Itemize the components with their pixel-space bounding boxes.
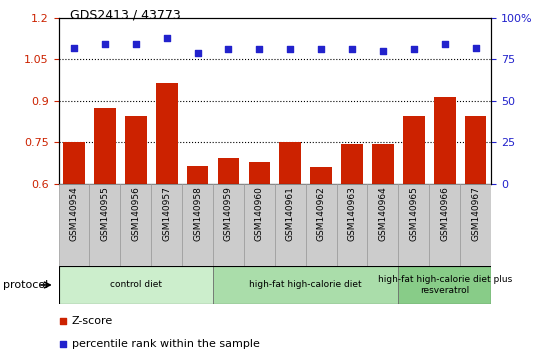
Bar — [398, 184, 429, 266]
Bar — [403, 116, 425, 184]
Bar — [460, 184, 491, 266]
Bar — [187, 166, 208, 184]
Bar — [275, 184, 306, 266]
Text: GSM140966: GSM140966 — [440, 187, 449, 241]
Point — [348, 46, 357, 52]
Bar — [465, 116, 487, 184]
Bar — [94, 108, 116, 184]
Bar — [341, 144, 363, 184]
Text: GSM140955: GSM140955 — [100, 187, 109, 241]
Text: control diet: control diet — [110, 280, 162, 290]
Bar — [280, 143, 301, 184]
Point — [286, 46, 295, 52]
Point — [224, 46, 233, 52]
Bar — [213, 266, 398, 304]
Point — [310, 268, 319, 274]
Bar — [434, 97, 455, 184]
Point — [440, 41, 449, 47]
Point — [378, 48, 387, 54]
Bar — [398, 266, 491, 304]
Bar — [125, 116, 147, 184]
Bar — [368, 184, 398, 266]
Text: GSM140959: GSM140959 — [224, 187, 233, 241]
Point — [162, 35, 171, 40]
Bar — [89, 184, 121, 266]
Text: protocol: protocol — [3, 280, 48, 290]
Text: GSM140956: GSM140956 — [131, 187, 140, 241]
Bar — [218, 158, 239, 184]
Bar — [151, 184, 182, 266]
Bar — [248, 162, 270, 184]
Text: GSM140962: GSM140962 — [316, 187, 326, 241]
Text: percentile rank within the sample: percentile rank within the sample — [71, 339, 259, 349]
Bar — [372, 144, 394, 184]
Text: GSM140957: GSM140957 — [162, 187, 171, 241]
Text: GSM140963: GSM140963 — [348, 187, 357, 241]
Bar — [121, 184, 151, 266]
Bar — [429, 184, 460, 266]
Point — [255, 46, 264, 52]
Text: GSM140958: GSM140958 — [193, 187, 202, 241]
Point — [317, 46, 326, 52]
Point — [131, 41, 140, 47]
Point — [410, 46, 418, 52]
Text: Z-score: Z-score — [71, 316, 113, 326]
Bar — [306, 184, 336, 266]
Bar — [63, 143, 85, 184]
Text: GSM140954: GSM140954 — [70, 187, 79, 241]
Bar — [336, 184, 368, 266]
Point — [100, 41, 109, 47]
Text: GSM140961: GSM140961 — [286, 187, 295, 241]
Text: GDS2413 / 43773: GDS2413 / 43773 — [70, 9, 180, 22]
Bar — [59, 266, 213, 304]
Point — [471, 45, 480, 51]
Text: high-fat high-calorie diet: high-fat high-calorie diet — [249, 280, 362, 290]
Bar — [156, 83, 177, 184]
Bar — [244, 184, 275, 266]
Point — [310, 56, 319, 62]
Text: GSM140964: GSM140964 — [378, 187, 387, 241]
Text: high-fat high-calorie diet plus
resveratrol: high-fat high-calorie diet plus resverat… — [378, 275, 512, 295]
Bar — [310, 167, 332, 184]
Text: GSM140960: GSM140960 — [255, 187, 264, 241]
Text: GSM140965: GSM140965 — [410, 187, 418, 241]
Text: GSM140967: GSM140967 — [471, 187, 480, 241]
Bar — [213, 184, 244, 266]
Bar — [59, 184, 89, 266]
Point — [70, 45, 79, 51]
Bar — [182, 184, 213, 266]
Point — [193, 50, 202, 56]
